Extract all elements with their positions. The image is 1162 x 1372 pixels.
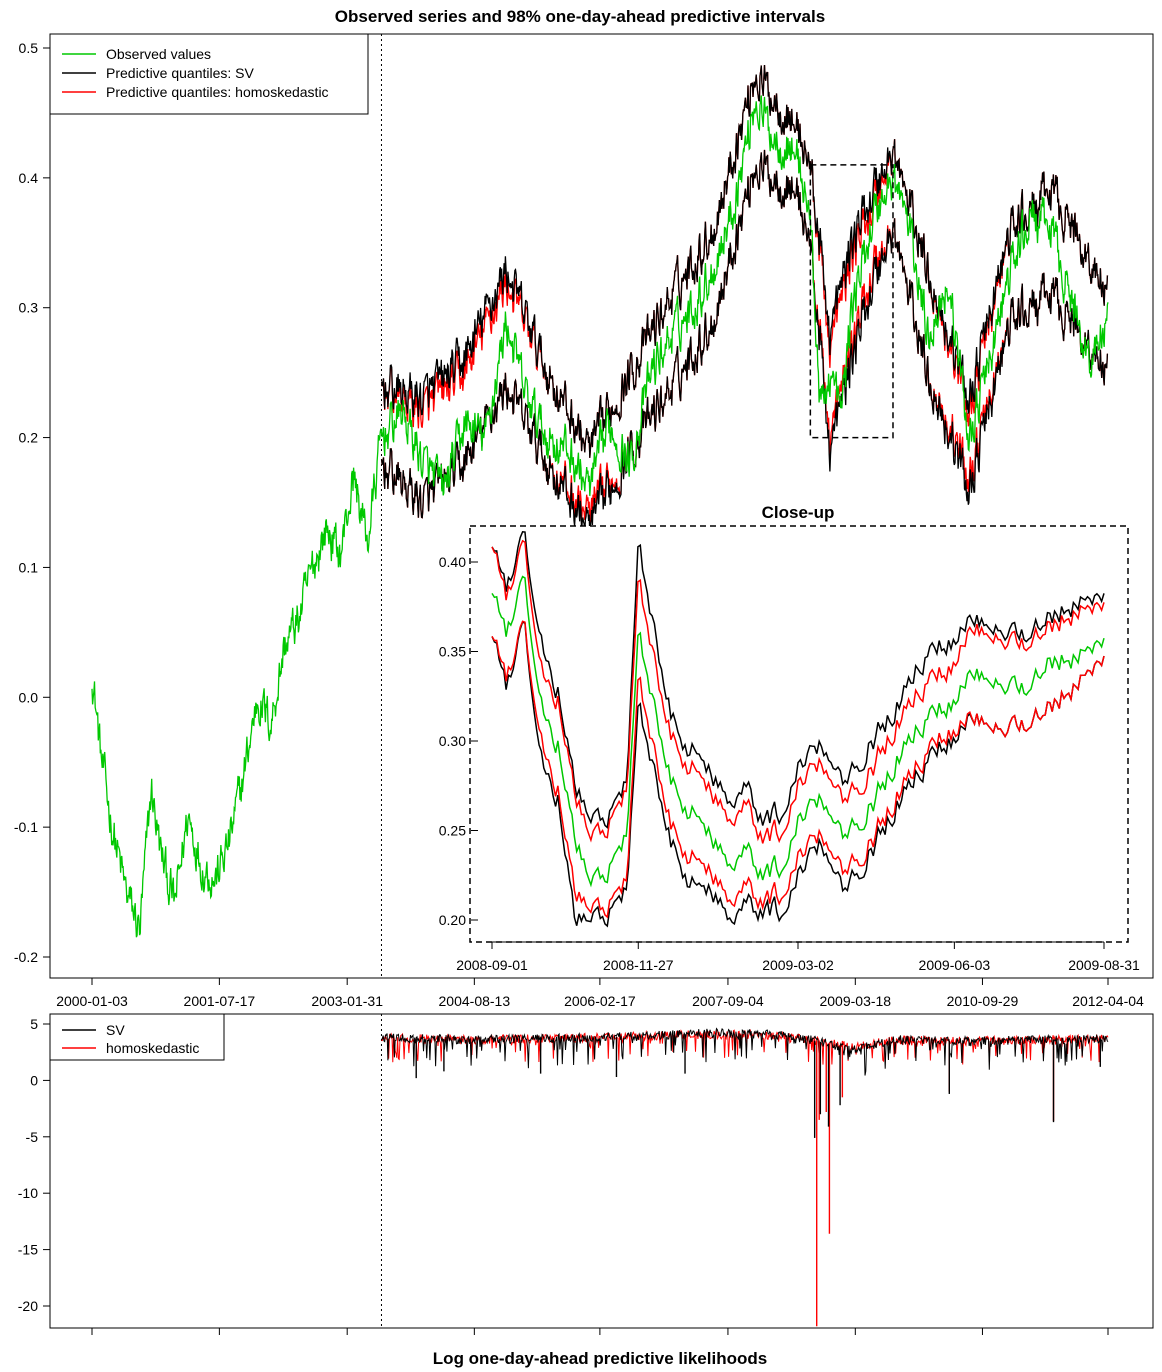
- main-y-tick-label: 0.4: [19, 170, 39, 186]
- closeup-title: Close-up: [762, 503, 835, 522]
- closeup-series-homoskedastic-lower: [491, 620, 1105, 919]
- series-homoskedastic-lower: [380, 149, 1109, 523]
- main-y-tick-label: -0.1: [14, 819, 38, 835]
- likelihood-series-group: [381, 1027, 1109, 1327]
- legend-label-sv-likelihood: SV: [106, 1022, 125, 1038]
- main-y-tick-label: 0.0: [19, 689, 39, 705]
- closeup-y-axis: 0.20 0.25 0.30 0.35 0.40: [439, 554, 478, 928]
- series-sv-upper: [380, 64, 1109, 458]
- main-y-tick-label: 0.2: [19, 430, 39, 446]
- legend-label-homoskedastic: Predictive quantiles: homoskedastic: [106, 84, 329, 100]
- likelihood-y-tick-label: 5: [30, 1016, 38, 1032]
- closeup-x-tick-label: 2009-06-03: [919, 957, 991, 973]
- closeup-series-observed: [491, 575, 1105, 888]
- main-x-tick-label: 2006-02-17: [564, 993, 636, 1009]
- likelihood-y-tick-label: 0: [30, 1072, 38, 1088]
- main-title: Observed series and 98% one-day-ahead pr…: [335, 7, 825, 26]
- likelihood-y-tick-label: -5: [26, 1129, 39, 1145]
- closeup-region-box: [809, 164, 894, 439]
- closeup-series-group: [491, 530, 1105, 928]
- closeup-y-tick-label: 0.35: [439, 644, 466, 660]
- main-x-tick-label: 2004-08-13: [439, 993, 511, 1009]
- main-x-tick-label: 2000-01-03: [56, 993, 128, 1009]
- main-x-tick-label: 2003-01-31: [311, 993, 383, 1009]
- legend-label-observed: Observed values: [106, 46, 211, 62]
- likelihood-x-axis: [91, 1328, 1109, 1335]
- likelihood-series-homoskedastic: [381, 1029, 1109, 1065]
- likelihood-title: Log one-day-ahead predictive likelihoods: [433, 1349, 767, 1368]
- closeup-y-tick-label: 0.25: [439, 823, 466, 839]
- closeup-x-tick-label: 2009-03-02: [762, 957, 834, 973]
- main-x-tick-label: 2009-03-18: [819, 993, 891, 1009]
- closeup-bg: [470, 526, 1128, 942]
- main-x-tick-label: 2001-07-17: [184, 993, 256, 1009]
- main-plot-frame: [49, 33, 1154, 979]
- likelihood-series-sv: [381, 1027, 1109, 1076]
- closeup-x-tick-label: 2008-09-01: [456, 957, 528, 973]
- likelihood-y-tick-label: -20: [18, 1298, 38, 1314]
- main-x-tick-label: 2012-04-04: [1072, 993, 1144, 1009]
- series-observed: [91, 95, 1109, 938]
- likelihood-y-axis: -20 -15 -10 -5 0 5: [18, 1016, 50, 1314]
- closeup-y-tick-label: 0.40: [439, 554, 466, 570]
- closeup-x-tick-label: 2008-11-27: [603, 957, 674, 973]
- closeup-x-axis: 2008-09-01 2008-11-27 2009-03-02 2009-06-03…: [456, 941, 1140, 973]
- main-y-tick-label: 0.1: [19, 559, 39, 575]
- main-y-axis: -0.2 -0.1 0.0 0.1 0.2 0.3 0.4 0.5: [14, 40, 50, 965]
- likelihood-plot-frame: [49, 1013, 1154, 1329]
- likelihood-y-tick-label: -15: [18, 1242, 38, 1258]
- series-homoskedastic-upper: [380, 64, 1109, 458]
- main-x-tick-label: 2007-09-04: [692, 993, 764, 1009]
- main-y-tick-label: 0.5: [19, 40, 39, 56]
- closeup-y-tick-label: 0.30: [439, 733, 466, 749]
- main-legend: Observed values Predictive quantiles: SV…: [49, 33, 369, 115]
- closeup-series-homoskedastic-upper: [491, 539, 1105, 844]
- closeup-series-sv-upper: [491, 530, 1105, 829]
- likelihood-legend: SV homoskedastic: [49, 1013, 225, 1061]
- legend-label-homoskedastic-likelihood: homoskedastic: [106, 1040, 199, 1056]
- likelihood-y-tick-label: -10: [18, 1185, 38, 1201]
- main-x-axis: 2000-01-03 2001-07-17 2003-01-31 2004-08-13…: [56, 978, 1144, 1009]
- legend-label-sv: Predictive quantiles: SV: [106, 65, 255, 81]
- main-x-tick-label: 2010-09-29: [947, 993, 1019, 1009]
- series-sv-lower: [380, 149, 1109, 536]
- closeup-y-tick-label: 0.20: [439, 912, 466, 928]
- main-y-tick-label: -0.2: [14, 949, 38, 965]
- main-series-group: [91, 64, 1109, 938]
- main-y-tick-label: 0.3: [19, 300, 39, 316]
- closeup-x-tick-label: 2009-08-31: [1068, 957, 1140, 973]
